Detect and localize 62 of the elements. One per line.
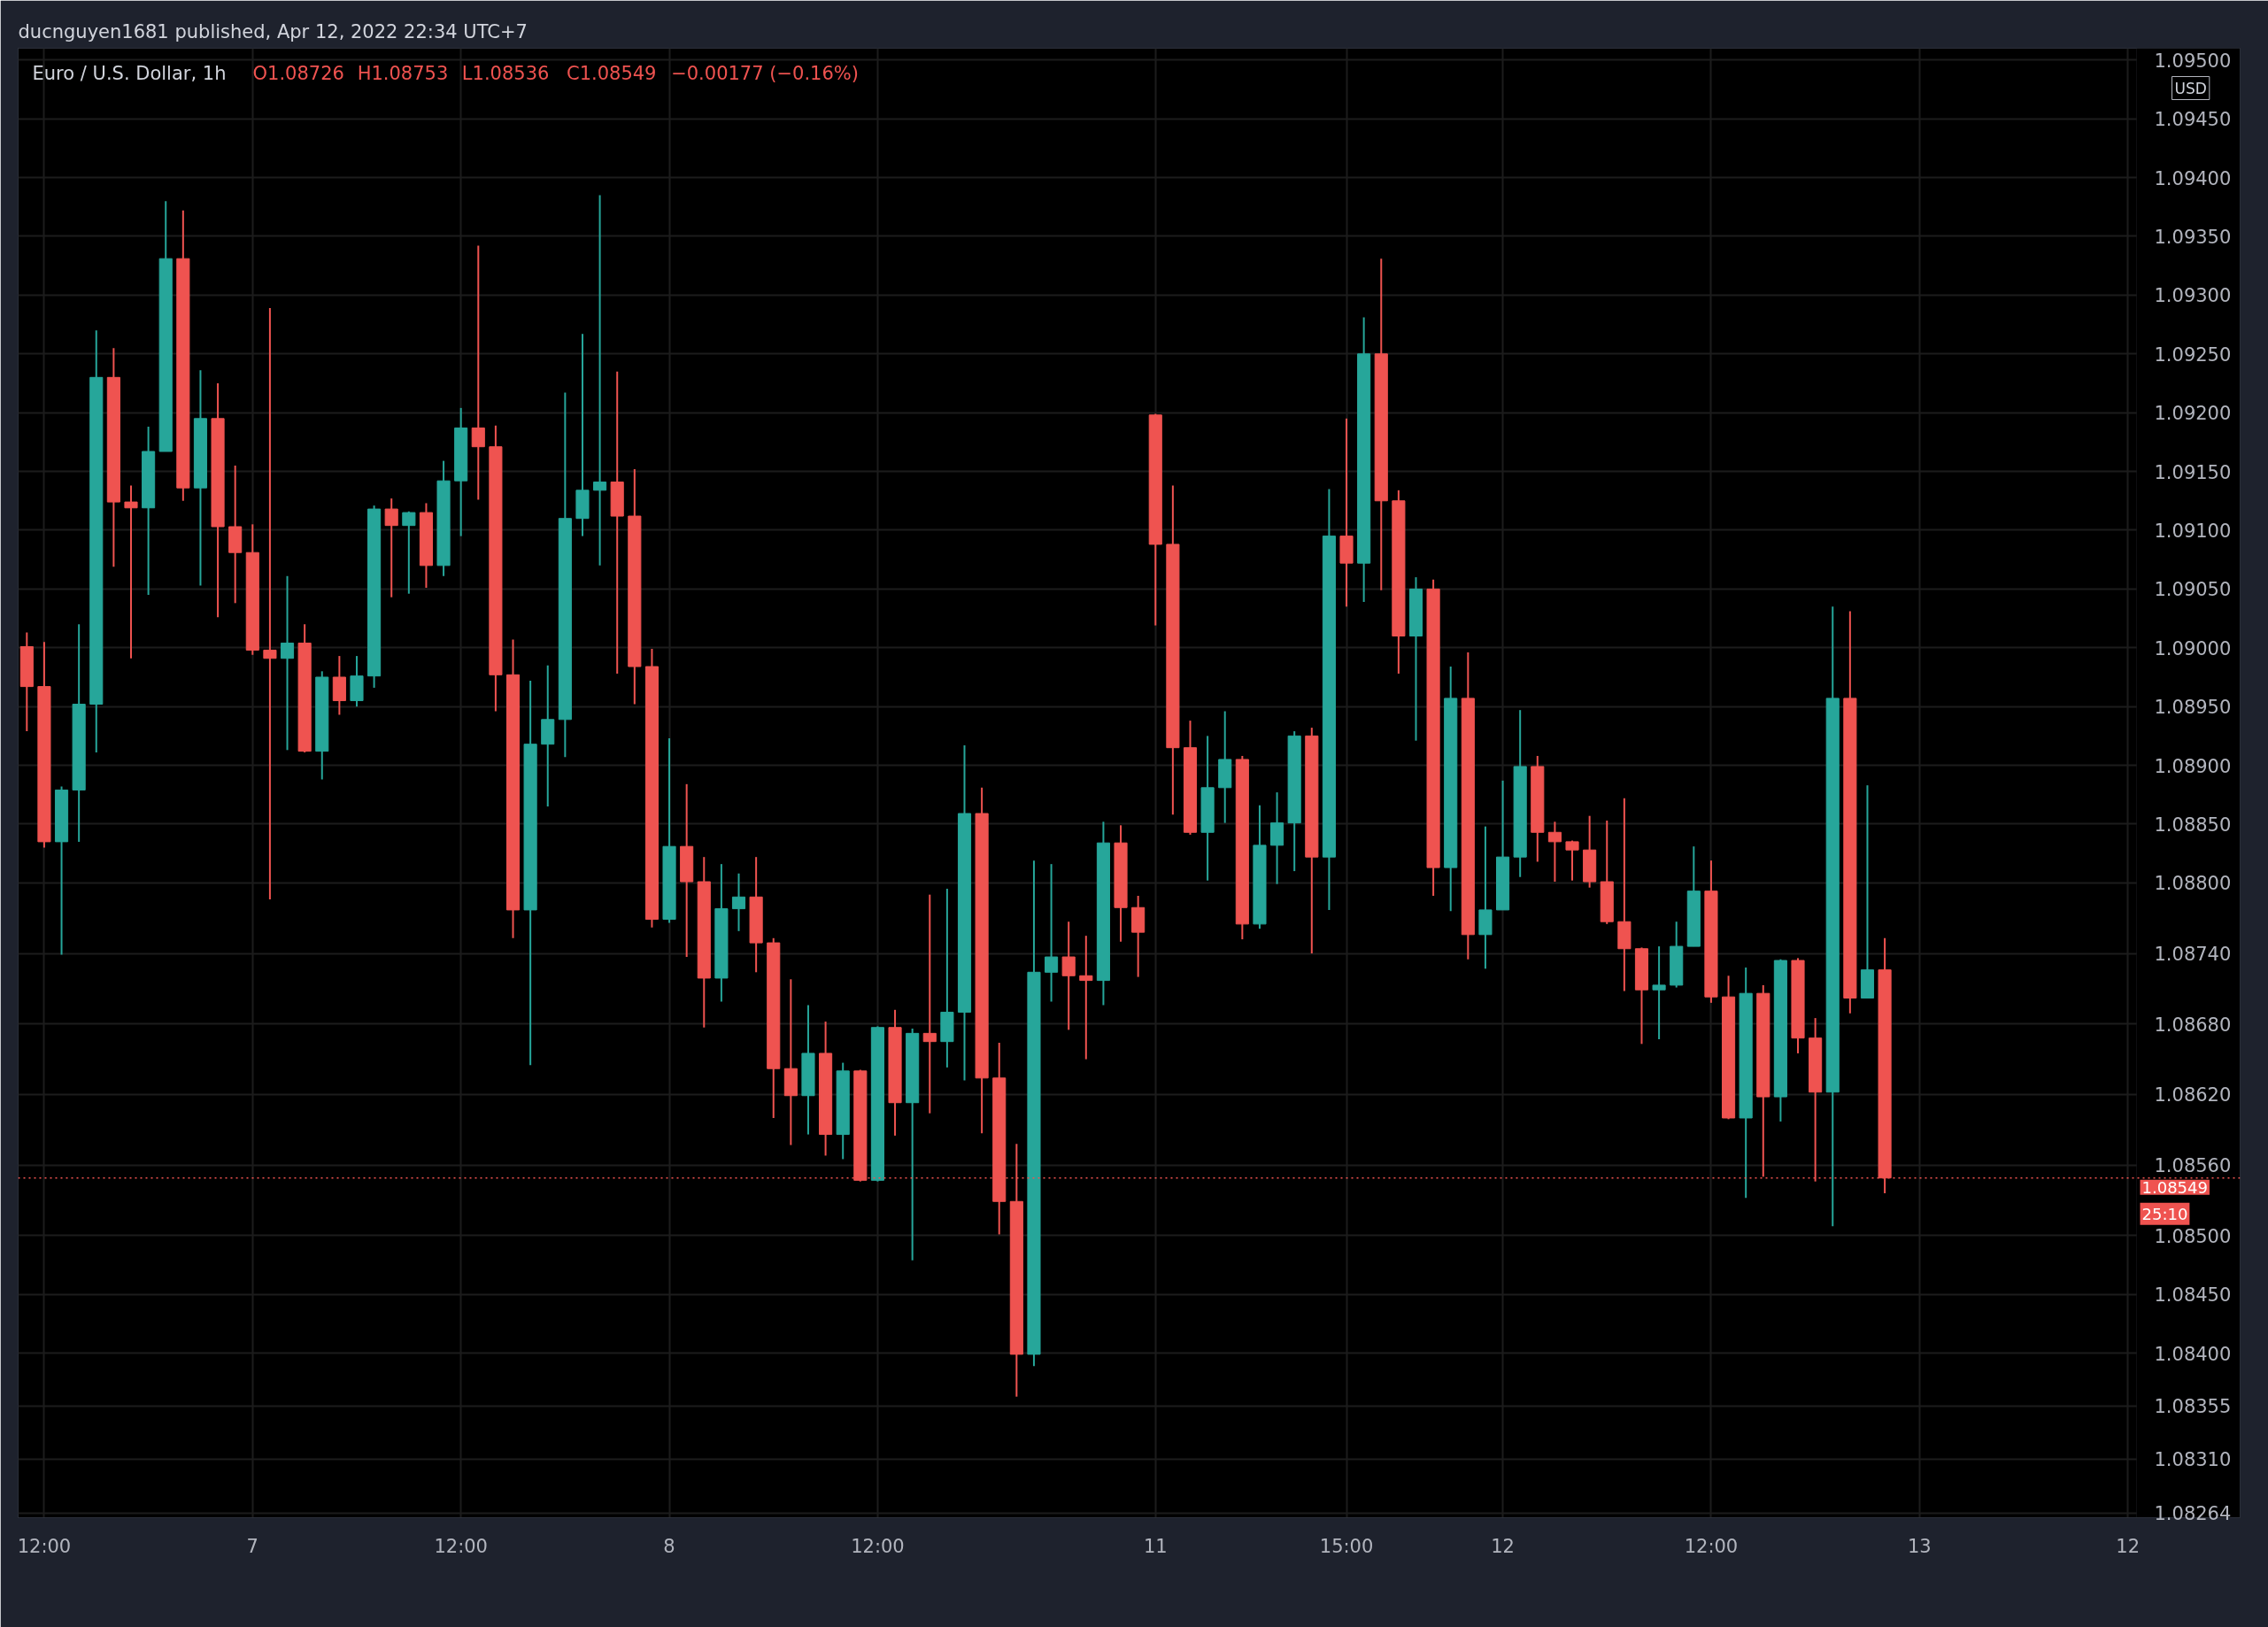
- x-tick-label: 12: [1491, 1535, 1515, 1557]
- y-tick-label: 1.09450: [2154, 109, 2232, 131]
- y-tick-label: 1.09100: [2154, 520, 2232, 542]
- x-tick-label: 13: [1907, 1535, 1932, 1557]
- y-tick-label: 1.08680: [2154, 1014, 2232, 1036]
- y-tick-label: 1.08620: [2154, 1084, 2232, 1107]
- candlestick: [124, 484, 138, 659]
- y-tick-label: 1.08500: [2154, 1225, 2232, 1247]
- y-tick-label: 1.09350: [2154, 226, 2232, 248]
- candlestick: [1045, 863, 1059, 1003]
- x-tick-label: 7: [246, 1535, 258, 1557]
- x-tick-label: 8: [663, 1535, 675, 1557]
- y-tick-label: 1.09050: [2154, 579, 2232, 601]
- y-tick-label: 1.09150: [2154, 461, 2232, 483]
- candlestick: [922, 893, 937, 1114]
- candlestick: [610, 370, 624, 675]
- candlestick: [280, 574, 295, 752]
- text: Euro / U.S. Dollar, 1h: [32, 62, 227, 84]
- y-tick-label: 1.09250: [2154, 343, 2232, 366]
- y-tick-label: 1.08450: [2154, 1284, 2232, 1307]
- x-tick-label: 12: [2116, 1535, 2141, 1557]
- candlestick: [402, 510, 416, 595]
- candlestick: [1547, 821, 1562, 883]
- candlestick: [471, 244, 485, 501]
- ref-line-label: 1.08549: [2141, 1177, 2208, 1197]
- y-tick-label: 1.08850: [2154, 814, 2232, 836]
- candlestick: [1061, 921, 1076, 1031]
- y-tick-label: 1.08400: [2154, 1343, 2232, 1365]
- candlestick: [263, 306, 277, 900]
- y-tick-label: 1.09200: [2154, 403, 2232, 425]
- x-tick-label: 15:00: [1319, 1535, 1374, 1557]
- annotation: H1.08753: [357, 62, 449, 84]
- y-tick-label: 1.08310: [2154, 1449, 2232, 1471]
- y-tick-label: 1.08560: [2154, 1155, 2232, 1177]
- x-tick-label: 12:00: [17, 1535, 72, 1557]
- annotation: C1.08549: [566, 62, 657, 84]
- y-tick-label: 1.08355: [2154, 1396, 2232, 1418]
- candlestick: [384, 497, 398, 598]
- x-tick-label: 12:00: [851, 1535, 905, 1557]
- candlestick: [1079, 935, 1093, 1060]
- y-tick-label: 1.09400: [2154, 167, 2232, 189]
- y-tick-label: 1.08264: [2154, 1503, 2232, 1525]
- annotation: L1.08536: [461, 62, 550, 84]
- y-tick-label: 1.08950: [2154, 697, 2232, 719]
- y-tick-label: 1.09500: [2154, 50, 2232, 72]
- candlestick: [593, 194, 607, 567]
- y-tick-label: 1.09300: [2154, 285, 2232, 307]
- x-tick-label: 12:00: [434, 1535, 488, 1557]
- annotation: O1.08726: [252, 62, 344, 84]
- candlestick: [1652, 945, 1666, 1040]
- candlestick: [731, 872, 746, 932]
- y-axis-title: USD: [2174, 79, 2207, 97]
- y-tick-label: 1.08740: [2154, 944, 2232, 966]
- y-tick-label: 1.08800: [2154, 873, 2232, 895]
- y-tick-label: 1.08900: [2154, 755, 2232, 777]
- x-tick-label: 12:00: [1684, 1535, 1739, 1557]
- chart-title: ducnguyen1681 published, Apr 12, 2022 22:34 UTC+7: [18, 20, 528, 42]
- x-tick-label: 11: [1143, 1535, 1168, 1557]
- annotation: 25:10: [2141, 1204, 2188, 1223]
- y-tick-label: 1.09000: [2154, 637, 2232, 659]
- annotation: −0.00177 (−0.16%): [671, 62, 859, 84]
- candlestick: [1565, 839, 1579, 882]
